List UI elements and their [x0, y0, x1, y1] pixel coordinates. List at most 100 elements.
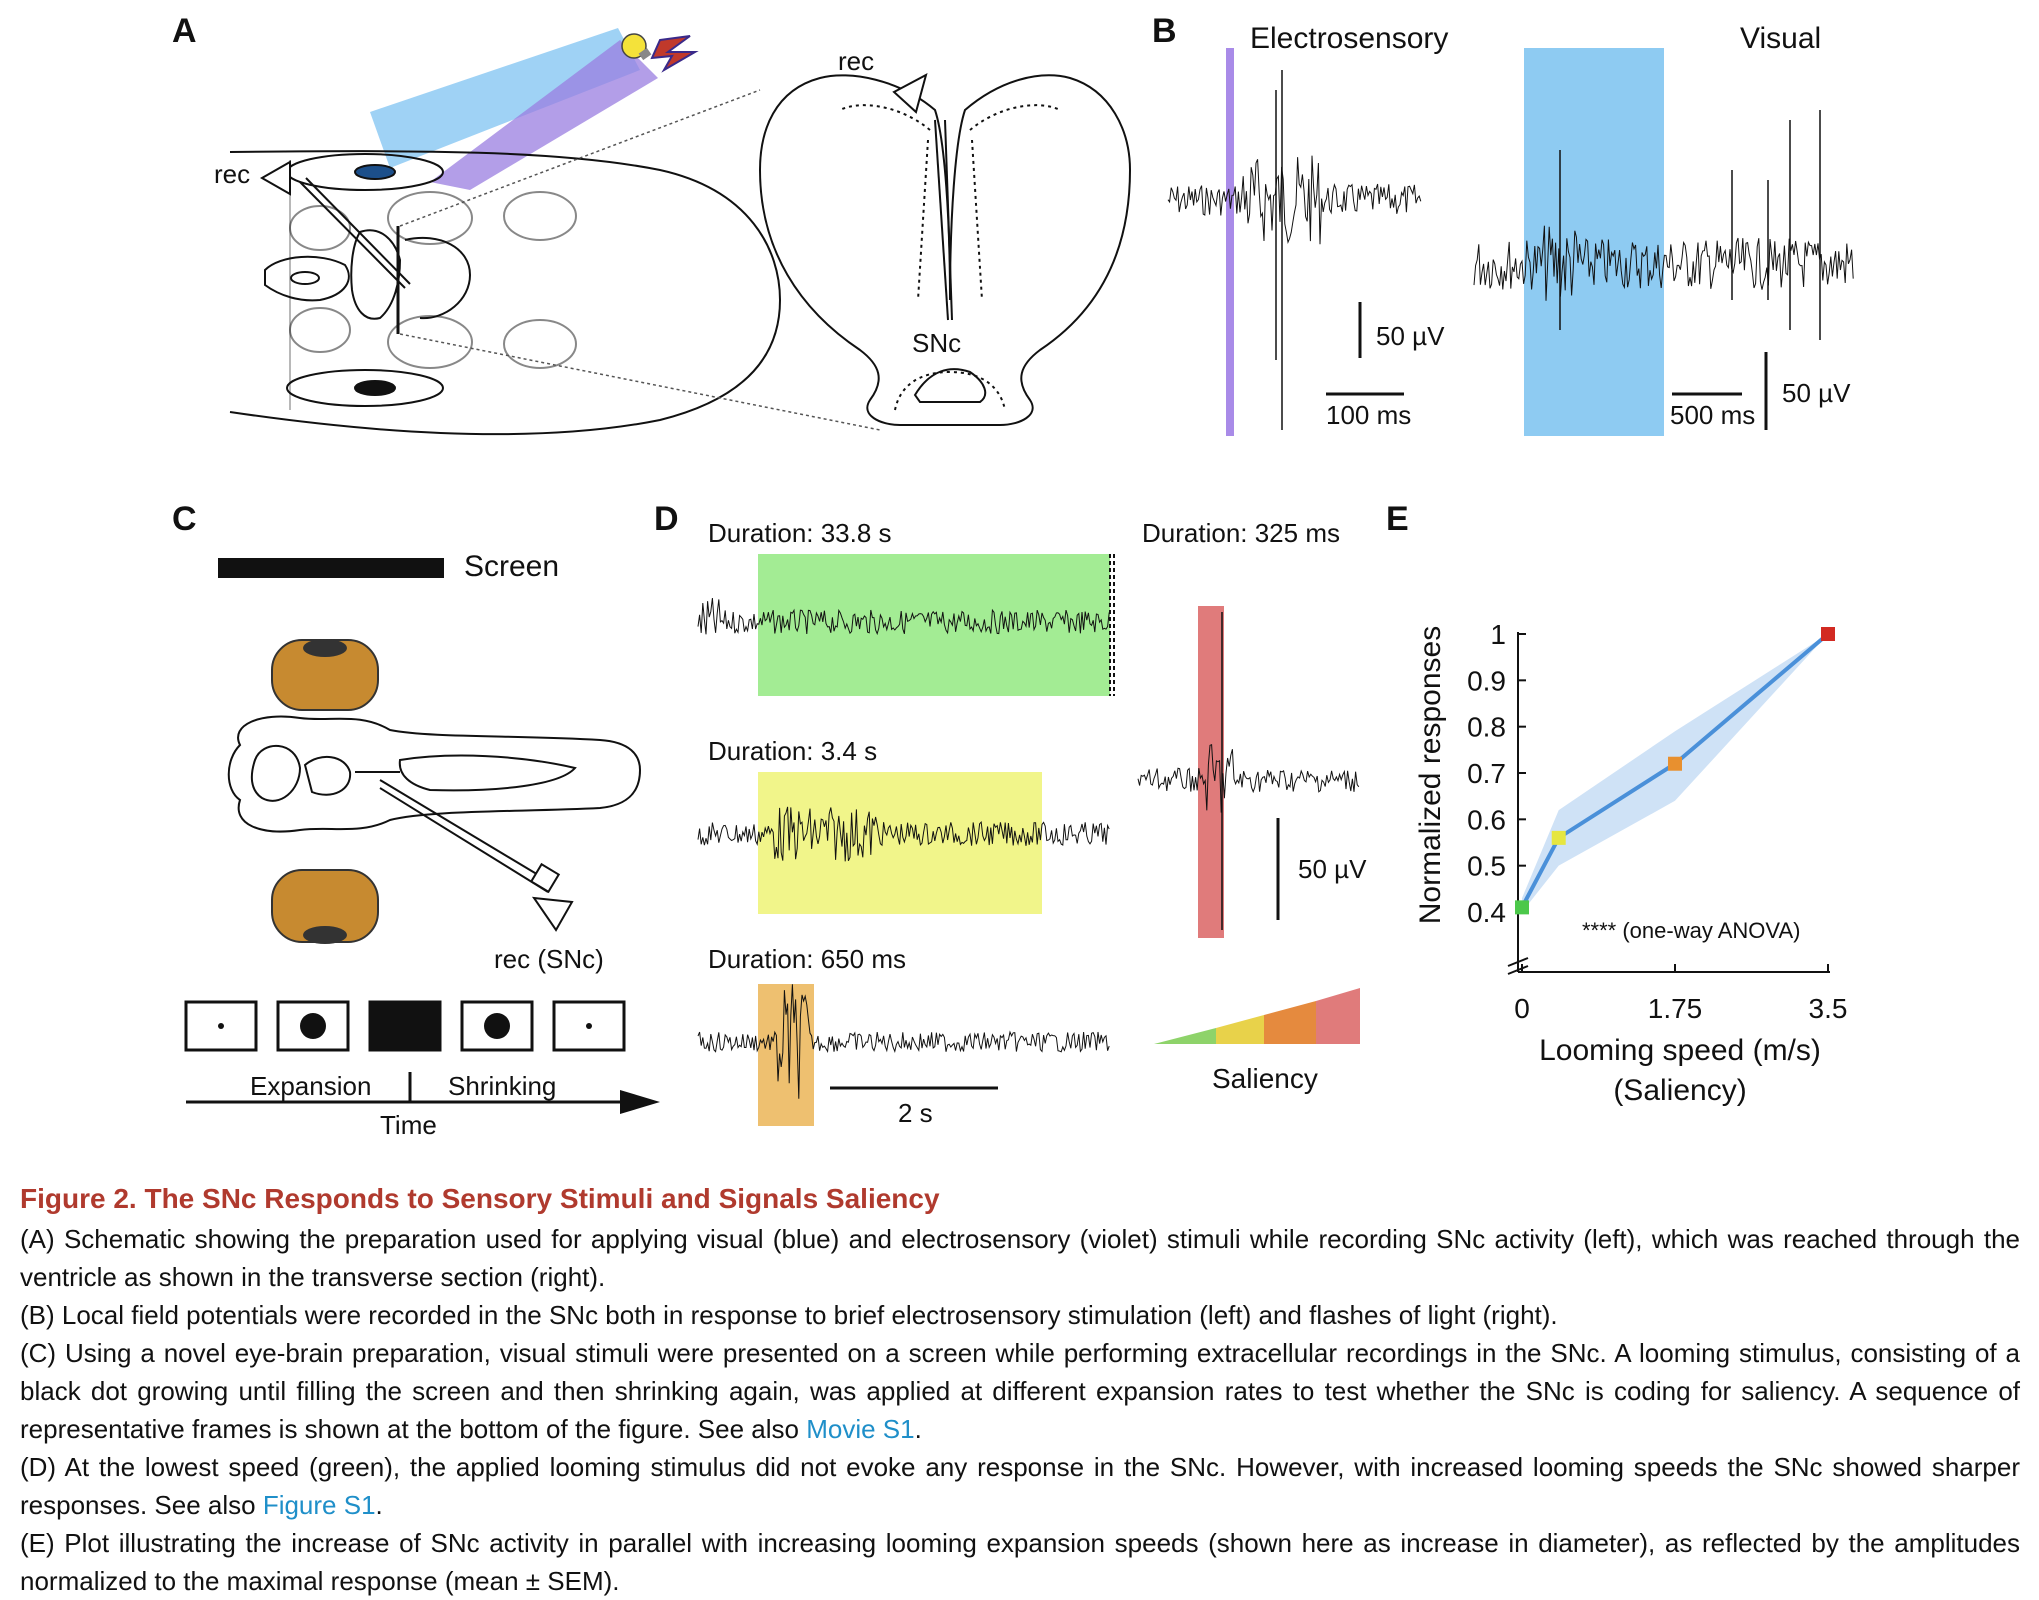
y-tick-label-5: 0.9	[1467, 665, 1506, 696]
caption-c-end: .	[914, 1414, 922, 1444]
zoom-line-top	[399, 89, 761, 227]
visual-stimulus-block	[1524, 48, 1664, 436]
zoom-line-bottom	[399, 333, 881, 431]
duration-label-1: Duration: 33.8 s	[708, 518, 892, 548]
caption-paragraph-a: (A) Schematic showing the preparation us…	[20, 1224, 2020, 1292]
looming-frame-1	[184, 1000, 258, 1052]
eye-top	[271, 639, 379, 711]
time-arrow-head	[620, 1090, 660, 1114]
electrosensory-stimulus-bar	[1226, 48, 1234, 436]
recording-electrode-section	[892, 73, 953, 321]
lfp-trace-d4	[1137, 743, 1360, 813]
chart-e: 0.4 0.5 0.6 0.7 0.8 0.9 1 0 1.75 3.5 Normalized re…	[1414, 619, 1847, 1107]
duration-label-2: Duration: 3.4 s	[708, 736, 877, 766]
x-axis-label-2: (Saliency)	[1613, 1074, 1746, 1107]
looming-frame-3	[368, 1000, 442, 1052]
y-axis-label: Normalized responses	[1414, 626, 1447, 924]
scale-time-label-b2: 500 ms	[1670, 400, 1755, 430]
scale-amp-label-b2: 50 µV	[1782, 378, 1851, 408]
time-label: Time	[380, 1110, 437, 1140]
electrosensory-title: Electrosensory	[1250, 22, 1448, 55]
panel-label-d: D	[654, 500, 679, 538]
eye-bottom	[271, 869, 379, 944]
looming-frame-2	[276, 1000, 350, 1052]
saliency-wedge-red	[1316, 988, 1360, 1044]
figure: A	[172, 12, 1854, 1140]
data-point-0	[1515, 900, 1529, 915]
saliency-label: Saliency	[1212, 1063, 1318, 1094]
y-tick-label-3: 0.7	[1467, 758, 1506, 789]
saliency-wedge-yellow	[1216, 1015, 1264, 1044]
light-bulb-icon	[621, 33, 652, 61]
lfp-traces-d	[697, 597, 1360, 1099]
x-tick-label-1: 1.75	[1648, 993, 1703, 1024]
visual-stimulus-beam	[370, 28, 640, 168]
lightning-icon	[650, 35, 699, 73]
rec-label-a: rec	[214, 159, 250, 189]
lfp-traces-b	[1167, 70, 1854, 430]
caption-title: Figure 2. The SNc Responds to Sensory St…	[20, 1183, 940, 1214]
panel-label-c: C	[172, 500, 197, 538]
scale-amp-label-d: 50 µV	[1298, 854, 1367, 884]
x-axis-label: Looming speed (m/s)	[1539, 1034, 1821, 1067]
eye-brain-preparation	[227, 715, 642, 833]
data-point-2	[1668, 756, 1682, 771]
panel-e: E 0.4 0.5 0.6 0.7 0.8 0.9 1 0 1.75 3.5 Normalized …	[1386, 500, 1847, 1107]
panel-label-e: E	[1386, 500, 1409, 538]
rec-label-section: rec	[838, 46, 874, 76]
figure-caption: Figure 2. The SNc Responds to Sensory St…	[20, 1180, 2020, 1600]
scale-amp-label-b1: 50 µV	[1376, 321, 1445, 351]
saliency-wedge-green	[1154, 1028, 1216, 1044]
scale-time-label-b1: 100 ms	[1326, 400, 1411, 430]
panel-b: B Electrosensory Visual 50 µV 100 ms 500…	[1152, 12, 1854, 436]
anova-annotation: **** (one-way ANOVA)	[1582, 918, 1800, 943]
duration-label-3: Duration: 650 ms	[708, 944, 906, 974]
caption-paragraph-d: (D) At the lowest speed (green), the app…	[20, 1448, 2020, 1524]
lfp-trace-d3	[697, 984, 1110, 1099]
scale-time-label-d: 2 s	[898, 1098, 933, 1128]
duration-label-4: Duration: 325 ms	[1142, 518, 1340, 548]
axis-break-icon	[1507, 957, 1529, 975]
rec-snc-label: rec (SNc)	[494, 944, 604, 974]
movie-s1-link[interactable]: Movie S1	[806, 1414, 915, 1444]
y-tick-label-0: 0.4	[1467, 897, 1506, 928]
caption-d-text: (D) At the lowest speed (green), the app…	[20, 1452, 2020, 1520]
panel-a: A	[172, 12, 1132, 436]
panel-d: D Duration: 33.8 s Duration: 3.4 s Durat…	[654, 500, 1367, 1128]
screen-label: Screen	[464, 550, 559, 583]
caption-c-text: (C) Using a novel eye-brain preparation,…	[20, 1338, 2020, 1444]
caption-paragraph-c: (C) Using a novel eye-brain preparation,…	[20, 1334, 2020, 1448]
data-point-3	[1821, 627, 1835, 641]
lfp-trace-electrosensory	[1167, 155, 1422, 245]
figure-s1-link[interactable]: Figure S1	[262, 1490, 376, 1520]
panel-c: C Screen rec (SNc)	[172, 500, 660, 1140]
caption-d-end: .	[375, 1490, 383, 1520]
recording-electrode-a	[259, 160, 411, 289]
lfp-trace-d2	[697, 806, 1110, 862]
y-tick-label-6: 1	[1490, 619, 1506, 650]
panel-label-a: A	[172, 12, 197, 50]
series-line	[1520, 632, 1830, 909]
caption-paragraph-b: (B) Local field potentials were recorded…	[20, 1300, 1558, 1330]
lfp-trace-d1	[697, 597, 1110, 636]
snc-label: SNc	[912, 328, 961, 358]
y-tick-label-2: 0.6	[1467, 804, 1506, 835]
fish-head-diagram	[229, 150, 782, 436]
saliency-wedge-orange	[1264, 1001, 1316, 1044]
data-point-1	[1551, 830, 1566, 845]
x-tick-label-2: 3.5	[1809, 993, 1848, 1024]
shrinking-label: Shrinking	[448, 1071, 556, 1101]
sem-band	[1522, 634, 1828, 912]
y-tick-label-1: 0.5	[1467, 851, 1506, 882]
recording-electrode-c	[379, 779, 574, 932]
caption-paragraph-e: (E) Plot illustrating the increase of SN…	[20, 1528, 2020, 1596]
expansion-label: Expansion	[250, 1071, 371, 1101]
looming-frame-4	[460, 1000, 534, 1052]
transverse-section-diagram	[758, 74, 1132, 426]
stimulus-block-orange	[758, 984, 814, 1126]
looming-frame-5	[552, 1000, 626, 1052]
y-tick-label-4: 0.8	[1467, 712, 1506, 743]
panel-label-b: B	[1152, 12, 1177, 50]
x-tick-label-0: 0	[1514, 993, 1530, 1024]
screen-bar	[218, 558, 444, 578]
